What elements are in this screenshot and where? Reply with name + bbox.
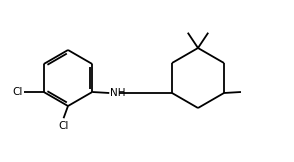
Text: NH: NH — [110, 87, 126, 98]
Text: Cl: Cl — [12, 87, 23, 97]
Text: Cl: Cl — [59, 121, 69, 131]
